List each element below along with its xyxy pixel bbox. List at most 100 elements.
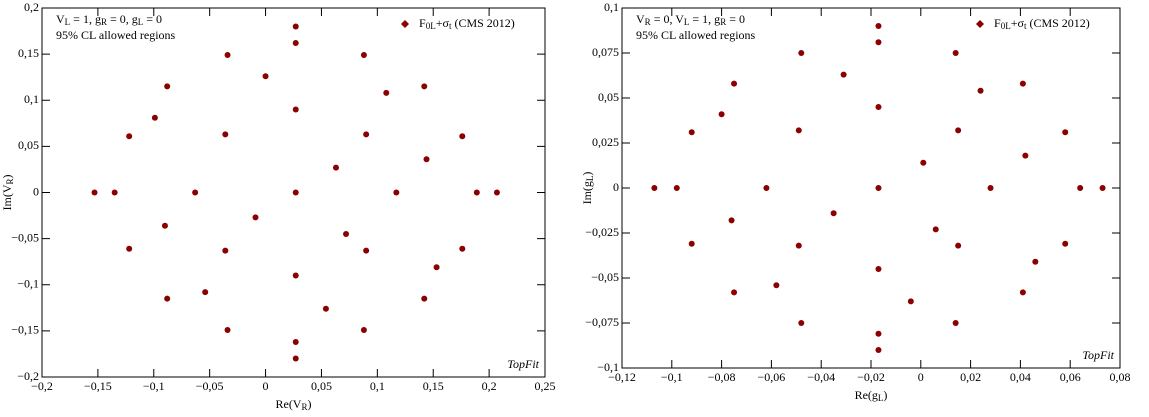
point	[164, 295, 171, 302]
x-tick-label: 0,1	[370, 379, 385, 393]
point	[292, 23, 299, 30]
point	[164, 83, 171, 90]
x-tick-label: 0	[918, 370, 924, 384]
annotation-part: = 1, g	[70, 12, 101, 26]
point	[651, 185, 658, 191]
x-tick-label: −0,1	[661, 370, 683, 384]
y-tick-label: 0	[33, 184, 39, 198]
y-axis-label-part: )	[0, 174, 14, 178]
annotation-part: = 0, g	[107, 12, 138, 26]
point	[1032, 258, 1039, 265]
x-axis-label: Re(gL)	[855, 388, 888, 403]
x-tick-label: −0,06	[758, 370, 786, 384]
x-tick-label: 0,06	[1060, 370, 1081, 384]
point	[111, 189, 118, 196]
legend-label-part: F	[994, 16, 1001, 30]
y-tick-label: 0,1	[604, 0, 619, 14]
x-tick-label: −0,1	[143, 379, 165, 393]
annotation-part: V	[56, 12, 65, 26]
annotation-sub: R	[645, 17, 651, 27]
annotation: VL = 1, gR = 0, gL = 0	[56, 12, 162, 27]
point	[875, 104, 882, 110]
annotation-sub: L	[684, 17, 690, 27]
point	[688, 129, 695, 136]
legend-label: F0L+σt (CMS 2012)	[994, 16, 1090, 31]
y-tick-label: −0,1	[17, 277, 39, 291]
legend-label-part: (CMS 2012)	[451, 16, 514, 30]
point	[875, 266, 882, 272]
point	[875, 39, 882, 46]
x-axis-label-part: )	[308, 397, 312, 411]
x-axis-label-part: )	[883, 388, 887, 402]
annotation: VR = 0, VL = 1, gR = 0	[636, 12, 745, 27]
y-axis-label-part: Im(g	[580, 181, 594, 204]
point	[798, 320, 805, 326]
y-axis-label-sub: R	[5, 178, 15, 184]
point	[292, 189, 299, 196]
x-axis-label: Re(VR)	[275, 397, 311, 412]
point	[161, 222, 168, 229]
point	[1022, 152, 1029, 159]
y-tick-label: 0,05	[598, 90, 619, 104]
point	[673, 185, 680, 191]
x-tick-label: 0	[263, 379, 269, 393]
point	[1019, 289, 1026, 296]
x-tick-label: 0,15	[423, 379, 444, 393]
legend-label: F0L+σt (CMS 2012)	[419, 16, 515, 31]
point	[1019, 80, 1026, 87]
point	[952, 50, 959, 56]
point	[343, 231, 350, 238]
y-tick-label: 0,1	[24, 92, 39, 106]
point	[363, 247, 370, 254]
annotation-2: 95% CL allowed regions	[56, 28, 176, 42]
point	[360, 326, 367, 333]
point	[91, 189, 98, 196]
x-tick-label: −0,12	[608, 370, 636, 384]
point	[875, 330, 882, 337]
point	[1062, 240, 1069, 247]
legend-label-sub: 0L	[426, 21, 436, 31]
y-tick-label: 0,2	[24, 0, 39, 14]
y-axis-label: Im(VR)	[0, 174, 15, 210]
point	[433, 264, 440, 271]
point	[795, 242, 802, 249]
point	[332, 164, 339, 171]
annotation-sub: R	[720, 17, 726, 27]
point	[222, 131, 229, 138]
annotation-part: = 0, V	[651, 12, 685, 26]
point	[363, 131, 370, 138]
x-tick-label: −0,05	[196, 379, 224, 393]
point	[875, 23, 882, 29]
x-axis-label-part: Re(g	[855, 388, 878, 402]
plot-frame	[621, 7, 1121, 369]
point	[292, 355, 299, 362]
point	[1077, 185, 1084, 191]
point	[718, 111, 725, 118]
point	[459, 245, 466, 252]
annotation-sub: L	[65, 17, 71, 27]
point	[421, 295, 428, 302]
point	[920, 159, 927, 166]
x-tick-label: −0,2	[31, 379, 53, 393]
point	[731, 80, 738, 87]
legend-label-sub: t	[1024, 21, 1027, 31]
x-tick-label: 0,08	[1110, 370, 1131, 384]
x-tick-label: −0,02	[857, 370, 885, 384]
point	[202, 289, 209, 296]
watermark: TopFit	[507, 357, 539, 371]
point	[840, 71, 847, 78]
y-tick-label: −0,05	[591, 270, 619, 284]
point	[292, 272, 299, 279]
point	[977, 87, 984, 94]
annotation-sub: R	[101, 17, 107, 27]
point	[875, 185, 882, 191]
point	[292, 40, 299, 47]
x-axis-label-sub: R	[301, 402, 307, 412]
point	[932, 226, 939, 233]
legend-label-part: (CMS 2012)	[1026, 16, 1089, 30]
point	[1062, 129, 1069, 136]
x-tick-label: 0,25	[535, 379, 556, 393]
point	[126, 133, 133, 140]
annotation-part: = 0	[143, 12, 162, 26]
